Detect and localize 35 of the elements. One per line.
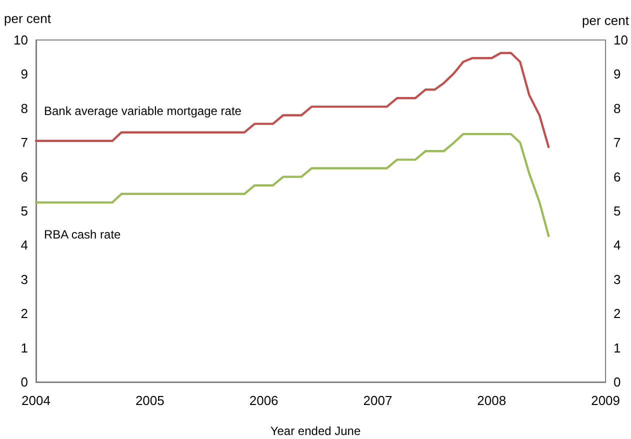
y2-tick-label: 8 [614, 100, 621, 116]
y-tick-label: 10 [14, 32, 28, 48]
y2-axis-title: per cent [582, 13, 630, 28]
x-tick-label: 2009 [591, 393, 620, 408]
y2-tick-label: 5 [614, 204, 621, 218]
y-tick-label: 4 [20, 238, 28, 253]
y2-tick-label: 4 [614, 238, 621, 253]
y2-tick-label: 2 [614, 306, 621, 322]
y-tick-label: 1 [20, 340, 28, 356]
y-tick-label: 0 [20, 374, 28, 390]
y-tick-label: 2 [20, 306, 28, 322]
line-series [34, 52, 550, 148]
y-tick-label: 5 [20, 204, 28, 218]
y2-tick-label: 9 [614, 66, 621, 82]
y2-tick-label: 1 [614, 340, 621, 356]
y2-tick-label: 6 [614, 169, 621, 184]
y2-tick-label: 7 [614, 135, 621, 150]
series-label: Bank average variable mortgage rate [44, 104, 242, 118]
y2-tick-label: 10 [614, 32, 628, 48]
x-axis-title: Year ended June [270, 424, 361, 438]
y-tick-label: 8 [20, 100, 28, 116]
y-tick-label: 6 [20, 169, 28, 184]
x-tick-label: 2006 [249, 393, 278, 408]
text: RBA cash rate [44, 227, 122, 242]
line-series [34, 132, 550, 238]
y2-tick-label: 0 [614, 374, 621, 390]
x-tick-label: 2004 [22, 393, 50, 408]
y-tick-label: 9 [20, 66, 28, 82]
x-tick-label: 2008 [477, 393, 506, 408]
x-tick-label: 2007 [363, 393, 392, 408]
y-tick-label: 7 [20, 135, 28, 150]
x-tick-label: 2005 [135, 393, 164, 408]
y-axis-title: per cent [4, 11, 52, 26]
y2-tick-label: 3 [614, 272, 621, 287]
y-tick-label: 3 [20, 272, 28, 287]
